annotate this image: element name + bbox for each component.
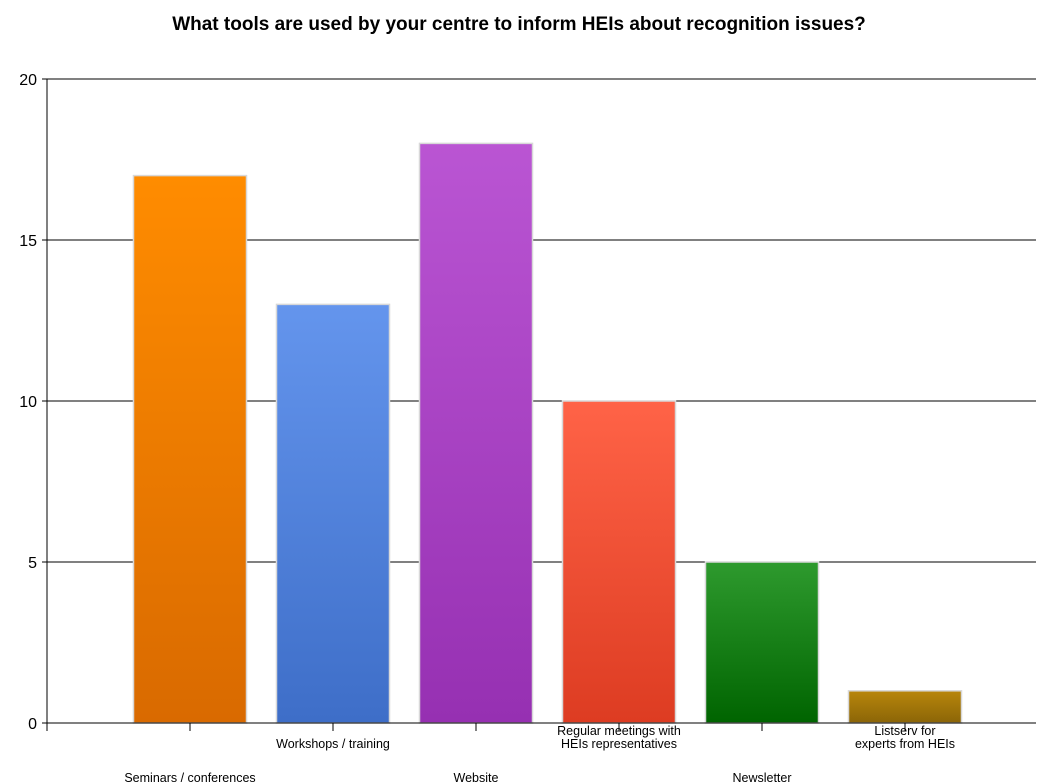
labels: 0 5 10 15 20 Seminars / conferences Workshops …: [19, 72, 955, 784]
y-tick-label-0: 0: [28, 716, 37, 733]
category-label-4: Newsletter: [732, 771, 791, 784]
bar-1: [275, 303, 391, 724]
category-label-5-1: experts from HEIs: [855, 737, 955, 751]
bar-5: [847, 690, 963, 724]
bar-4: [704, 561, 820, 724]
chart-title: What tools are used by your centre to in…: [172, 14, 866, 35]
category-label-0: Seminars / conferences: [124, 771, 255, 784]
category-label-3-1: HEIs representatives: [561, 737, 677, 751]
category-label-2: Website: [454, 771, 499, 784]
axes: [42, 78, 1036, 731]
bars: [132, 142, 963, 724]
category-label-3-0: Regular meetings with: [557, 724, 681, 738]
y-tick-label-5: 5: [28, 555, 37, 572]
bar-2: [418, 142, 534, 724]
bar-3: [561, 400, 677, 724]
bar-0: [132, 174, 248, 724]
category-label-1: Workshops / training: [276, 737, 390, 751]
y-tick-label-20: 20: [19, 72, 37, 89]
y-tick-label-10: 10: [19, 394, 37, 411]
y-tick-label-15: 15: [19, 233, 37, 250]
category-label-5-0: Listserv for: [874, 724, 935, 738]
